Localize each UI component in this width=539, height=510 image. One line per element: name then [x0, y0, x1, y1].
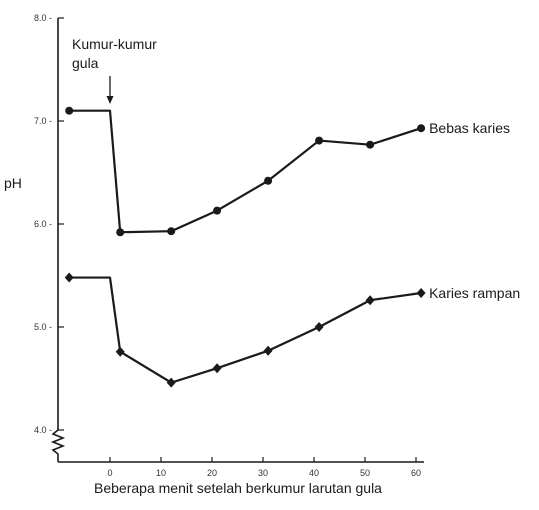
data-point-bebas-karies [167, 227, 176, 236]
data-point-karies-rampan [212, 363, 222, 374]
data-point-bebas-karies [417, 124, 426, 133]
data-point-karies-rampan [64, 272, 74, 283]
y-ticks: 4.0 - 5.0 - 6.0 - 7.0 - 8.0 - [34, 13, 64, 435]
data-point-karies-rampan [263, 345, 273, 356]
annotation-arrow-head [106, 96, 114, 104]
data-point-bebas-karies [366, 140, 375, 149]
series-layer: Bebas karies Karies rampan [64, 106, 520, 388]
y-axis-break [50, 429, 66, 462]
y-tick-label: 5.0 - [34, 322, 52, 332]
y-tick-label: 8.0 - [34, 13, 52, 23]
x-tick-label: 40 [309, 468, 319, 478]
data-point-karies-rampan [166, 377, 176, 388]
series-bebas-karies: Bebas karies [65, 106, 510, 237]
x-tick-label: 10 [156, 468, 166, 478]
y-axis-label: pH [4, 175, 22, 191]
y-tick-label: 6.0 - [34, 219, 52, 229]
data-point-bebas-karies [315, 136, 324, 145]
data-point-karies-rampan [314, 322, 324, 332]
x-ticks: 0 10 20 30 40 50 60 [107, 457, 421, 478]
x-tick-label: 0 [107, 468, 112, 478]
annotation-text-line1: Kumur-kumur [72, 36, 157, 52]
x-tick-label: 30 [258, 468, 268, 478]
data-point-karies-rampan [416, 288, 426, 299]
data-point-bebas-karies [116, 228, 125, 237]
y-tick-label: 4.0 - [34, 425, 52, 435]
data-point-bebas-karies [65, 106, 74, 115]
series-line-karies-rampan [69, 276, 422, 384]
data-point-bebas-karies [264, 176, 273, 185]
data-point-karies-rampan [365, 295, 375, 306]
annotation-text-line2: gula [72, 55, 99, 71]
x-tick-label: 20 [207, 468, 217, 478]
data-point-karies-rampan [115, 346, 125, 357]
x-axis-label: Beberapa menit setelah berkumur larutan … [94, 480, 382, 496]
series-line-bebas-karies [69, 109, 422, 234]
series-label-bebas-karies: Bebas karies [429, 120, 510, 136]
data-point-bebas-karies [213, 206, 222, 215]
x-tick-label: 50 [360, 468, 370, 478]
y-tick-label: 7.0 - [34, 116, 52, 126]
series-karies-rampan: Karies rampan [64, 272, 520, 388]
annotation-kumur-gula: Kumur-kumur gula [72, 36, 157, 104]
series-label-karies-rampan: Karies rampan [429, 285, 520, 301]
axes [50, 18, 424, 463]
x-tick-label: 60 [411, 468, 421, 478]
